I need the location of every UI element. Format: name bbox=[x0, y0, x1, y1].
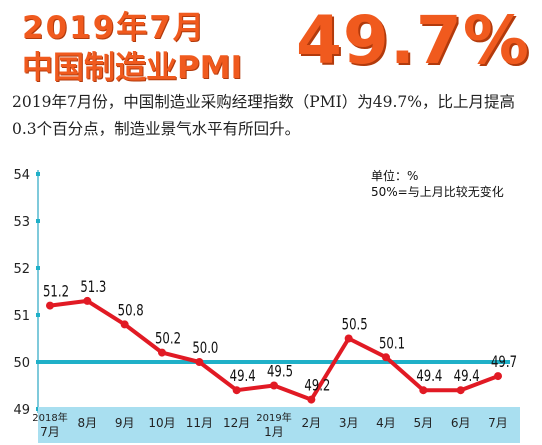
x-tick-label: 2018年 7月 bbox=[32, 411, 67, 439]
data-label: 49.7 bbox=[491, 352, 517, 371]
data-point bbox=[83, 296, 92, 305]
axis-layer: 49 50 51 52 53 54 2018年 7月 8月 9月 10月 11月 12月 2019年 1月 2… bbox=[13, 168, 520, 443]
x-tick-label: 5月 bbox=[414, 416, 434, 430]
pmi-line-chart: 49 50 51 52 53 54 2018年 7月 8月 9月 10月 11月 12月 2019年 1月 2… bbox=[13, 168, 520, 443]
y-tick-label: 54 bbox=[13, 168, 30, 183]
header-title-date: 2019年7月 bbox=[22, 10, 206, 46]
data-label: 50.0 bbox=[192, 338, 218, 357]
y-tick-label: 50 bbox=[13, 356, 30, 371]
y-tick-label: 52 bbox=[13, 262, 30, 277]
x-tick-label: 4月 bbox=[376, 416, 396, 430]
x-tick-label: 11月 bbox=[186, 416, 213, 430]
y-tick-label: 53 bbox=[13, 215, 30, 230]
data-point bbox=[232, 386, 241, 395]
data-label: 50.5 bbox=[342, 315, 368, 334]
y-tick-mark bbox=[36, 219, 40, 223]
data-point bbox=[195, 358, 204, 366]
y-tick-mark bbox=[36, 172, 40, 176]
x-tick-label: 3月 bbox=[339, 416, 359, 430]
x-tick-label: 9月 bbox=[115, 416, 135, 430]
data-label: 49.4 bbox=[454, 366, 480, 385]
data-label: 49.4 bbox=[416, 366, 442, 385]
data-point bbox=[158, 348, 166, 357]
y-tick-mark bbox=[36, 313, 40, 317]
data-point bbox=[307, 395, 316, 404]
data-label: 50.2 bbox=[155, 329, 181, 348]
data-label: 49.2 bbox=[304, 376, 330, 395]
label-layer: 51.2 51.3 50.8 50.2 50.0 49.4 49.5 49.2 50.5 50.1… bbox=[43, 277, 517, 395]
x-tick-label: 10月 bbox=[148, 416, 175, 430]
x-axis-band bbox=[38, 407, 520, 443]
chart-legend: 单位：% 50%=与上月比较无变化 bbox=[371, 168, 504, 200]
data-point bbox=[382, 353, 390, 362]
x-tick-label: 6月 bbox=[451, 416, 471, 430]
header: 2019年7月 中国制造业PMI 49.7% bbox=[0, 0, 542, 88]
x-tick-label: 7月 bbox=[488, 416, 508, 430]
y-tick-label: 51 bbox=[13, 309, 30, 324]
x-tick-label: 2月 bbox=[302, 416, 322, 430]
data-point bbox=[419, 386, 428, 395]
data-label: 51.3 bbox=[80, 277, 106, 296]
x-tick-label: 12月 bbox=[223, 416, 250, 430]
data-point bbox=[494, 372, 502, 381]
data-label: 51.2 bbox=[43, 282, 69, 301]
y-tick-label: 49 bbox=[13, 403, 30, 418]
data-label: 49.4 bbox=[230, 366, 256, 385]
x-tick-label: 2019年 1月 bbox=[256, 411, 291, 439]
data-point bbox=[456, 386, 465, 395]
header-pmi-value: 49.7% bbox=[296, 2, 530, 79]
legend-unit: 单位：% bbox=[371, 169, 419, 183]
data-point bbox=[46, 301, 54, 310]
data-label: 50.1 bbox=[379, 333, 405, 352]
description-text: 2019年7月份，中国制造业采购经理指数（PMI）为49.7%，比上月提高0.3… bbox=[12, 93, 515, 138]
data-label: 50.8 bbox=[118, 300, 144, 319]
data-point bbox=[270, 381, 278, 390]
y-tick-mark bbox=[36, 266, 40, 270]
data-point bbox=[344, 334, 353, 343]
data-point bbox=[120, 320, 129, 329]
line-layer bbox=[46, 296, 502, 404]
data-label: 49.5 bbox=[267, 362, 293, 381]
x-tick-label: 8月 bbox=[78, 416, 98, 430]
legend-note: 50%=与上月比较无变化 bbox=[371, 185, 504, 199]
header-title-pmi: 中国制造业PMI bbox=[22, 50, 243, 86]
